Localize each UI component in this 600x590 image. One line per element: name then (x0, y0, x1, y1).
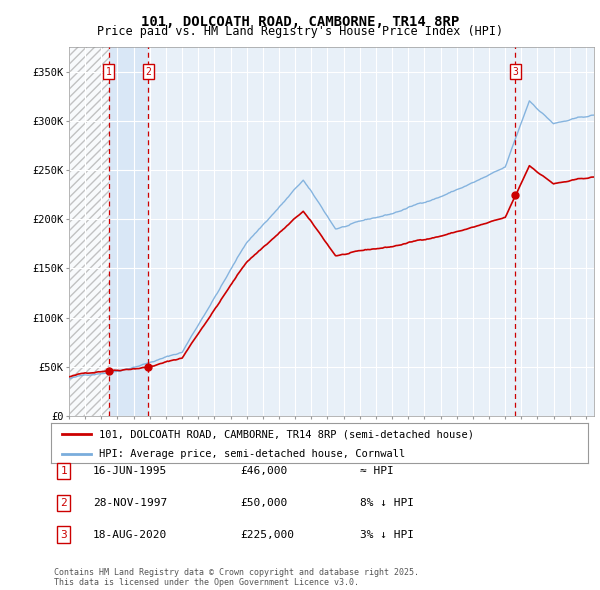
Text: 2: 2 (60, 498, 67, 507)
Text: 28-NOV-1997: 28-NOV-1997 (93, 498, 167, 507)
Text: 16-JUN-1995: 16-JUN-1995 (93, 466, 167, 476)
Text: 1: 1 (106, 67, 112, 77)
Text: 1: 1 (60, 466, 67, 476)
Text: 101, DOLCOATH ROAD, CAMBORNE, TR14 8RP: 101, DOLCOATH ROAD, CAMBORNE, TR14 8RP (141, 15, 459, 29)
Text: £225,000: £225,000 (240, 530, 294, 539)
Text: 101, DOLCOATH ROAD, CAMBORNE, TR14 8RP (semi-detached house): 101, DOLCOATH ROAD, CAMBORNE, TR14 8RP (… (100, 430, 475, 440)
Text: Price paid vs. HM Land Registry's House Price Index (HPI): Price paid vs. HM Land Registry's House … (97, 25, 503, 38)
Text: 3: 3 (60, 530, 67, 539)
Text: 2: 2 (145, 67, 151, 77)
Text: £46,000: £46,000 (240, 466, 287, 476)
Bar (109, 47, 148, 416)
Text: 8% ↓ HPI: 8% ↓ HPI (360, 498, 414, 507)
Text: HPI: Average price, semi-detached house, Cornwall: HPI: Average price, semi-detached house,… (100, 450, 406, 460)
Text: Contains HM Land Registry data © Crown copyright and database right 2025.
This d: Contains HM Land Registry data © Crown c… (54, 568, 419, 587)
Text: 3: 3 (512, 67, 518, 77)
Text: £50,000: £50,000 (240, 498, 287, 507)
Text: 3% ↓ HPI: 3% ↓ HPI (360, 530, 414, 539)
Text: ≈ HPI: ≈ HPI (360, 466, 394, 476)
Text: 18-AUG-2020: 18-AUG-2020 (93, 530, 167, 539)
